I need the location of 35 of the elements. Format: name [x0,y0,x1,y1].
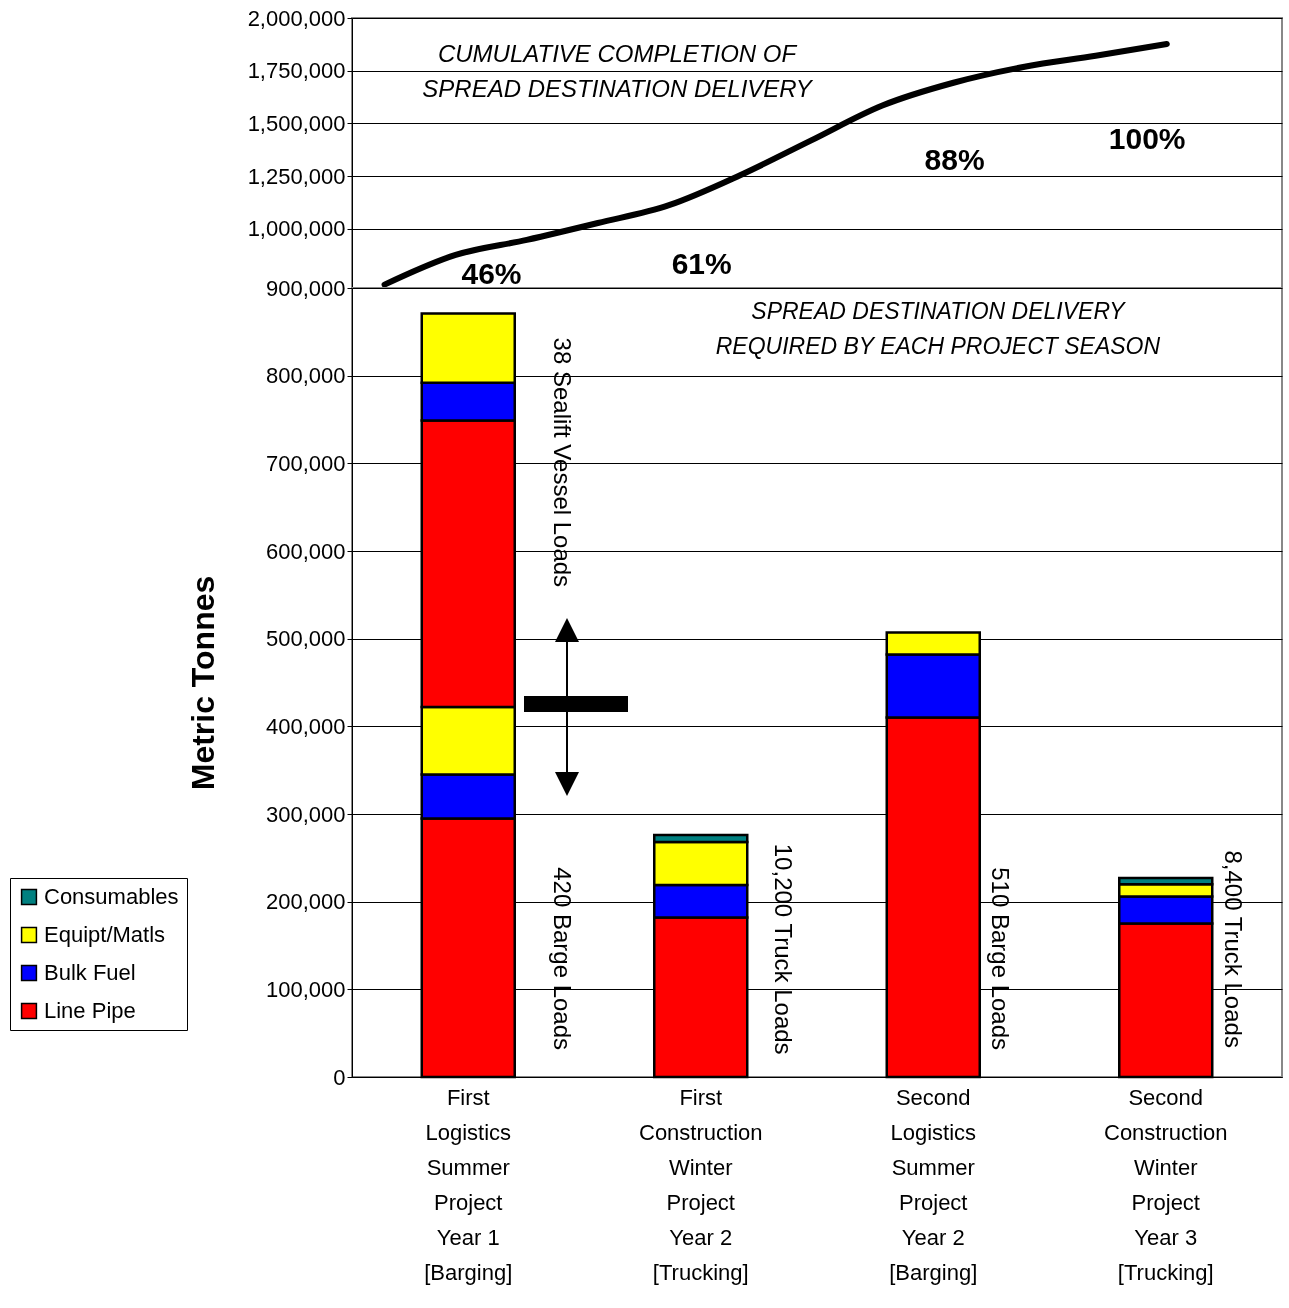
annotation: 61% [671,247,732,281]
y-tick-label: 900,000 [265,275,346,301]
y-tick-label: 1,500,000 [247,110,346,136]
y-tick-label: 1,000,000 [247,216,346,242]
y-tick-label: 100,000 [265,976,346,1002]
x-tick-label: First Construction Winter Project Year 2 [Trucking] [638,1084,763,1285]
y-tick-label: 2,000,000 [247,5,346,31]
annotation: 88% [924,143,985,177]
annotation: 510 Barge Loads [987,867,1015,1051]
y-tick-label: 700,000 [265,450,346,476]
y-tick-label: 300,000 [265,801,346,827]
annotation: 10,200 Truck Loads [769,843,797,1055]
y-tick-label: 1,250,000 [247,163,346,189]
legend-label: Equipt/Matls [44,922,166,947]
y-axis-title: Metric Tonnes [184,575,221,791]
y-tick-label: 0 [333,1064,346,1090]
x-tick-label: First Logistics Summer Project Year 1 [Barging] [424,1084,513,1285]
y-tick-label: 500,000 [265,626,346,652]
y-tick-label: 800,000 [265,363,346,389]
y-tick-label: 1,750,000 [247,58,346,84]
annotation: CUMULATIVE COMPLETION OF SPREAD DESTINATION DELIVERY [422,39,814,102]
annotation: 100% [1108,122,1186,156]
annotation: SPREAD DESTINATION DELIVERY REQUIRED BY EACH PROJECT SEASON [715,298,1161,360]
legend-label: Bulk Fuel [44,960,136,985]
annotation: 420 Barge Loads [549,867,577,1051]
y-tick-label: 600,000 [265,538,346,564]
y-tick-label: 200,000 [265,889,346,915]
y-tick-label: 400,000 [265,713,346,739]
annotation: 38 Sealift Vessel Loads [549,337,577,588]
legend-label: Consumables [44,884,179,909]
annotation: 46% [461,256,522,290]
x-tick-label: Second Logistics Summer Project Year 2 [Barging] [889,1084,978,1285]
x-tick-label: Second Construction Winter Project Year 3 [Trucking] [1103,1084,1228,1285]
legend-label: Line Pipe [44,998,136,1023]
annotation: 8,400 Truck Loads [1219,850,1247,1048]
